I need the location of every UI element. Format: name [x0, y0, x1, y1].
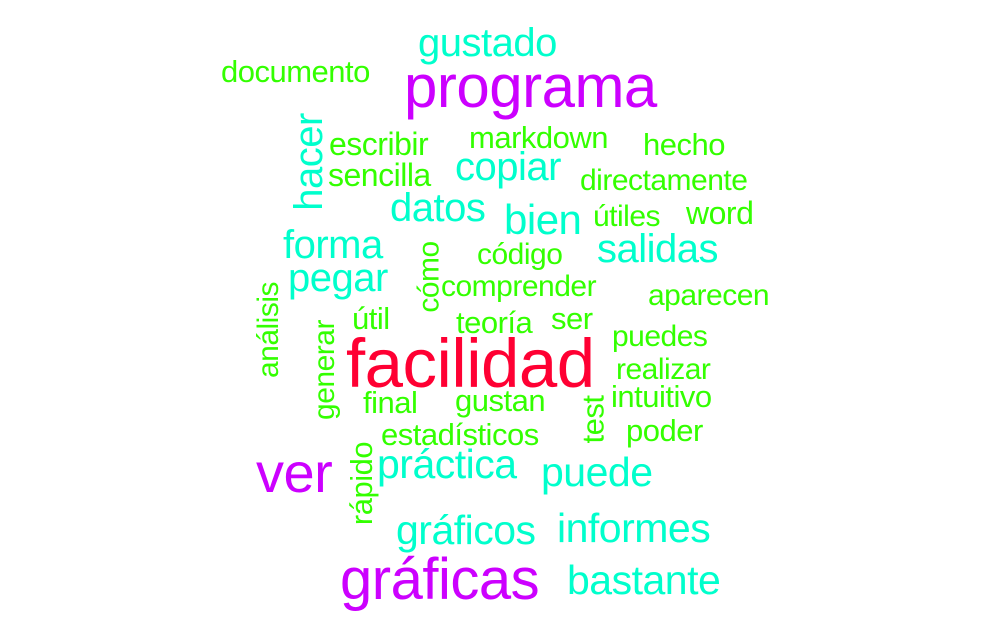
word-utiles: útiles	[593, 200, 661, 233]
word-documento: documento	[221, 54, 370, 89]
word-estadisticos: estadísticos	[381, 417, 539, 452]
word-hacer: hacer	[286, 113, 331, 211]
word-comprender: comprender	[441, 270, 597, 303]
word-pegar: pegar	[288, 256, 388, 300]
word-programa: programa	[404, 53, 657, 120]
word-graficos: gráficos	[396, 507, 536, 553]
word-gustan: gustan	[455, 383, 546, 418]
word-aparecen: aparecen	[648, 279, 770, 312]
word-datos: datos	[390, 186, 486, 230]
word-codigo: código	[477, 238, 563, 271]
word-practica: práctica	[377, 441, 517, 487]
word-sencilla: sencilla	[328, 157, 431, 193]
word-word: word	[686, 195, 754, 231]
word-markdown: markdown	[469, 120, 609, 155]
word-generar: generar	[307, 320, 341, 420]
word-teoria: teoría	[456, 305, 533, 340]
word-ver: ver	[256, 441, 333, 504]
word-analisis: análisis	[252, 281, 286, 379]
word-bastante: bastante	[567, 557, 721, 603]
word-informes: informes	[557, 505, 711, 551]
word-bien: bien	[504, 196, 582, 243]
word-facilidad: facilidad	[346, 325, 595, 402]
word-gustado: gustado	[418, 21, 557, 65]
word-poder: poder	[626, 413, 703, 448]
word-final: final	[363, 385, 418, 420]
word-test: test	[575, 395, 611, 444]
word-graficas: gráficas	[340, 547, 540, 612]
word-forma: forma	[283, 223, 383, 267]
word-ser: ser	[551, 301, 593, 336]
word-puede: puede	[541, 449, 653, 495]
word-intuitivo: intuitivo	[611, 379, 712, 414]
word-hecho: hecho	[643, 127, 725, 162]
word-directamente: directamente	[580, 164, 748, 197]
word-realizar: realizar	[616, 353, 711, 386]
word-util: útil	[352, 301, 390, 336]
word-rapido: rápido	[344, 441, 380, 526]
word-puedes: puedes	[612, 320, 708, 353]
word-copiar: copiar	[455, 145, 561, 189]
word-escribir: escribir	[329, 126, 429, 162]
word-salidas: salidas	[597, 227, 719, 271]
